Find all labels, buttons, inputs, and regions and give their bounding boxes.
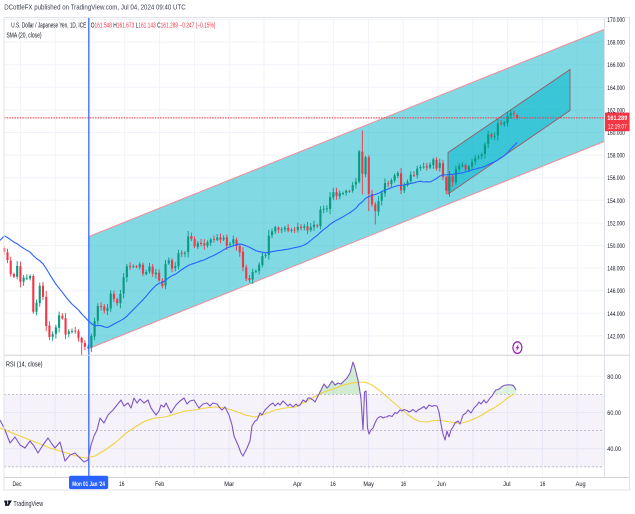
svg-text:152.000: 152.000: [607, 220, 625, 227]
svg-text:SMA (20, close): SMA (20, close): [7, 33, 42, 40]
svg-text:80.00: 80.00: [607, 374, 621, 381]
svg-text:Apr: Apr: [293, 481, 303, 488]
svg-text:161.289: 161.289: [607, 115, 627, 122]
svg-text:150.000: 150.000: [607, 243, 625, 250]
svg-text:164.000: 164.000: [607, 85, 625, 92]
svg-text:Mar: Mar: [224, 481, 235, 488]
svg-text:Jun: Jun: [437, 481, 446, 488]
svg-text:RSI (14, close): RSI (14, close): [6, 361, 43, 368]
svg-text:40.00: 40.00: [607, 446, 621, 453]
svg-text:DCottleFX published on Trading: DCottleFX published on TradingView.com, …: [4, 4, 186, 11]
svg-text:TradingView: TradingView: [13, 499, 43, 508]
svg-text:166.000: 166.000: [607, 62, 625, 69]
svg-text:148.000: 148.000: [607, 266, 625, 273]
svg-text:U.S. Dollar / Japanese Yen, 1D: U.S. Dollar / Japanese Yen, 1D, ICE: [11, 22, 86, 29]
svg-text:O161.548 H161.673 L161.143 C16: O161.548 H161.673 L161.143 C161.289 −0.2…: [91, 22, 216, 29]
svg-text:142.000: 142.000: [607, 333, 625, 340]
svg-text:Jul: Jul: [503, 481, 511, 488]
svg-text:Mon 01 Jan '24: Mon 01 Jan '24: [72, 481, 105, 488]
svg-text:168.000: 168.000: [607, 40, 625, 47]
svg-text:162.000: 162.000: [607, 107, 625, 114]
svg-text:Feb: Feb: [155, 481, 164, 488]
svg-text:160.000: 160.000: [607, 130, 625, 137]
svg-text:Aug: Aug: [576, 481, 586, 488]
svg-text:170.000: 170.000: [607, 17, 625, 24]
svg-text:154.000: 154.000: [607, 198, 625, 205]
svg-text:16: 16: [401, 481, 407, 488]
svg-text:16: 16: [330, 481, 336, 488]
svg-text:May: May: [363, 481, 374, 488]
svg-text:60.00: 60.00: [607, 410, 621, 417]
svg-text:144.000: 144.000: [607, 311, 625, 318]
svg-text:16: 16: [540, 481, 546, 488]
svg-text:16: 16: [119, 481, 125, 488]
svg-text:158.000: 158.000: [607, 153, 625, 160]
svg-text:12:19:07: 12:19:07: [608, 124, 627, 131]
svg-text:156.000: 156.000: [607, 175, 625, 182]
svg-text:146.000: 146.000: [607, 288, 625, 295]
svg-text:Dec: Dec: [13, 481, 23, 488]
